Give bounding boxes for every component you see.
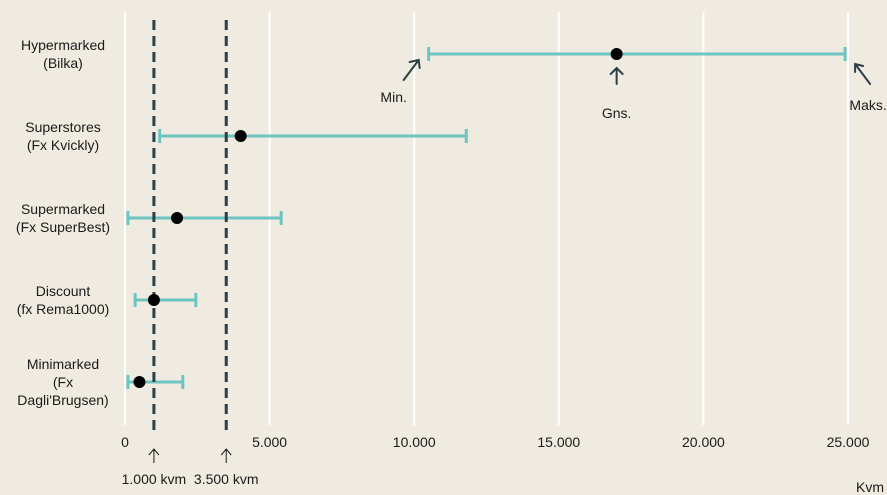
x-axis-label: Kvm (856, 479, 884, 495)
category-label-line: Hypermarked (21, 37, 105, 53)
category-label-line: (Fx Kvickly) (27, 137, 99, 153)
grid-lines (124, 12, 849, 425)
reference-line-label: 3.500 kvm (194, 471, 259, 487)
reference-line-label: 1.000 kvm (122, 471, 187, 487)
x-tick-label: 0 (121, 434, 129, 450)
x-tick-label: 5.000 (252, 434, 287, 450)
annotation-label: Gns. (602, 105, 632, 121)
category-labels: Hypermarked (Bilka) Superstores (Fx Kvickly… (16, 37, 110, 408)
reference-arrow-icon (220, 448, 232, 463)
category-label-line: (fx Rema1000) (17, 301, 110, 317)
average-point (234, 130, 247, 142)
x-tick-label: 15.000 (537, 434, 580, 450)
category-label-line: Dagli'Brugsen) (17, 392, 108, 408)
category-label-line: Superstores (25, 119, 100, 135)
average-point (147, 294, 160, 306)
annotation-label: Min. (380, 89, 406, 105)
category-label-line: Discount (36, 283, 91, 299)
annotations: Min. Gns. Maks. (380, 58, 887, 121)
average-point (171, 212, 184, 224)
category-label: Hypermarked (Bilka) (21, 37, 105, 71)
average-points (133, 48, 623, 388)
category-label-line: (Bilka) (43, 55, 83, 71)
reference-lines: 1.000 kvm 3.500 kvm (122, 20, 259, 487)
annotation-arrow-icon (854, 62, 872, 85)
x-tick-label: 20.000 (682, 434, 725, 450)
category-label-line: (Fx (53, 374, 73, 390)
average-point (133, 376, 146, 388)
category-label-line: Supermarked (21, 201, 105, 217)
x-tick-label: 10.000 (393, 434, 436, 450)
category-label: Superstores (Fx Kvickly) (25, 119, 100, 153)
category-label-line: (Fx SuperBest) (16, 219, 110, 235)
reference-arrow-icon (148, 448, 160, 463)
annotation-arrow-icon (402, 58, 421, 81)
x-tick-label: 25.000 (827, 434, 870, 450)
annotation-label: Maks. (849, 97, 886, 113)
range-bars (126, 47, 847, 389)
average-point (610, 48, 623, 60)
category-label: Minimarked (Fx Dagli'Brugsen) (17, 356, 108, 408)
category-label: Discount (fx Rema1000) (17, 283, 110, 317)
annotation-arrow-icon (609, 66, 624, 85)
x-axis-ticks: 0 5.000 10.000 15.000 20.000 25.000 (121, 434, 870, 450)
category-label-line: Minimarked (27, 356, 99, 372)
category-label: Supermarked (Fx SuperBest) (16, 201, 110, 235)
